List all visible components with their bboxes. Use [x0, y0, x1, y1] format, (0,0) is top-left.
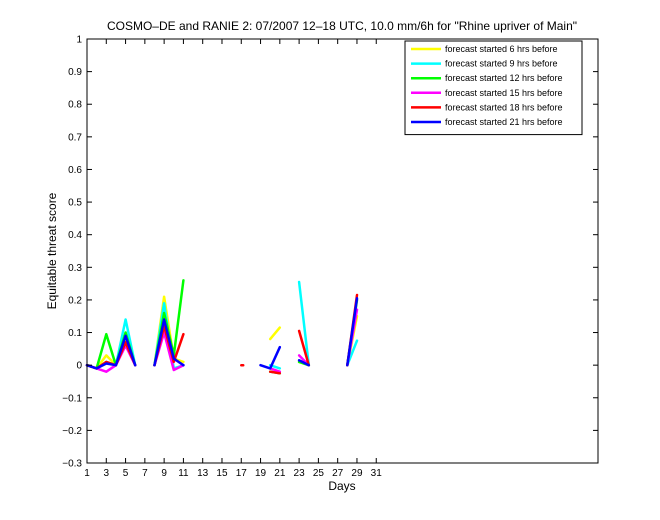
- y-tick-label: 0.1: [68, 328, 82, 339]
- legend-label-5: forecast started 18 hrs before: [445, 102, 563, 112]
- y-tick-label: 0.6: [68, 165, 82, 176]
- series-6-segment-2: [153, 318, 185, 367]
- legend-label-3: forecast started 12 hrs before: [445, 73, 563, 83]
- series-4-segment-3: [268, 367, 282, 373]
- legend-box: [404, 40, 583, 136]
- x-tick-label: 19: [255, 468, 267, 479]
- x-tick-label: 7: [142, 468, 148, 479]
- legend-label-6: forecast started 21 hrs before: [445, 117, 563, 127]
- series-6-segment-3: [259, 345, 282, 370]
- series-layer: [85, 279, 359, 375]
- legend-label-1: forecast started 6 hrs before: [445, 44, 558, 54]
- y-tick-label: 0.8: [68, 100, 82, 111]
- x-axis-label: Days: [328, 479, 355, 493]
- y-axis-label: Equitable threat score: [45, 192, 59, 309]
- x-tick-label: 25: [313, 468, 325, 479]
- legend-label-4: forecast started 15 hrs before: [445, 88, 563, 98]
- x-tick-label: 3: [104, 468, 110, 479]
- y-tick-label: −0.2: [62, 426, 82, 437]
- y-tick-label: 1: [76, 35, 82, 46]
- y-tick-label: −0.1: [62, 393, 82, 404]
- x-tick-label: 23: [294, 468, 306, 479]
- series-5-segment-5: [297, 329, 311, 367]
- y-tick-label: 0.3: [68, 263, 82, 274]
- series-2-segment-4: [297, 280, 311, 367]
- x-tick-label: 15: [216, 468, 228, 479]
- axes-layer: −0.3 −0.2 −0.1 0 0.1 0.2 0.3 0.4 0.5 0.6 0.7 0.8 0.9…: [62, 35, 599, 479]
- x-tick-label: 1: [84, 468, 90, 479]
- y-tick-label: 0.2: [68, 295, 82, 306]
- legend-label-2: forecast started 9 hrs before: [445, 59, 558, 69]
- legend: forecast started 6 hrs before forecast st…: [404, 40, 583, 136]
- x-tick-label: 27: [332, 468, 344, 479]
- y-tick-label: −0.3: [62, 459, 82, 470]
- series-6-segment-5: [346, 297, 359, 367]
- series-6: [85, 297, 359, 370]
- series-6-segment-4: [297, 359, 311, 367]
- x-tick-label: 13: [197, 468, 209, 479]
- series-6-segment-1: [85, 334, 137, 370]
- chart-title: COSMO–DE and RANIE 2: 07/2007 12–18 UTC,…: [107, 19, 577, 33]
- x-tick-label: 9: [161, 468, 167, 479]
- x-tick-label: 5: [123, 468, 129, 479]
- x-tick-label: 31: [371, 468, 383, 479]
- y-tick-label: 0.5: [68, 198, 82, 209]
- y-tick-label: 0.7: [68, 132, 82, 143]
- x-tick-label: 17: [236, 468, 248, 479]
- x-tick-label: 29: [351, 468, 363, 479]
- x-tick-label: 11: [178, 468, 189, 479]
- x-tick-label: 21: [274, 468, 286, 479]
- y-tick-label: 0.9: [68, 67, 82, 78]
- series-5-segment-4: [268, 370, 282, 375]
- y-tick-label: 0.4: [68, 230, 82, 241]
- series-1-segment-3: [268, 326, 282, 341]
- y-tick-label: 0: [76, 361, 82, 372]
- axes-box: [86, 38, 599, 464]
